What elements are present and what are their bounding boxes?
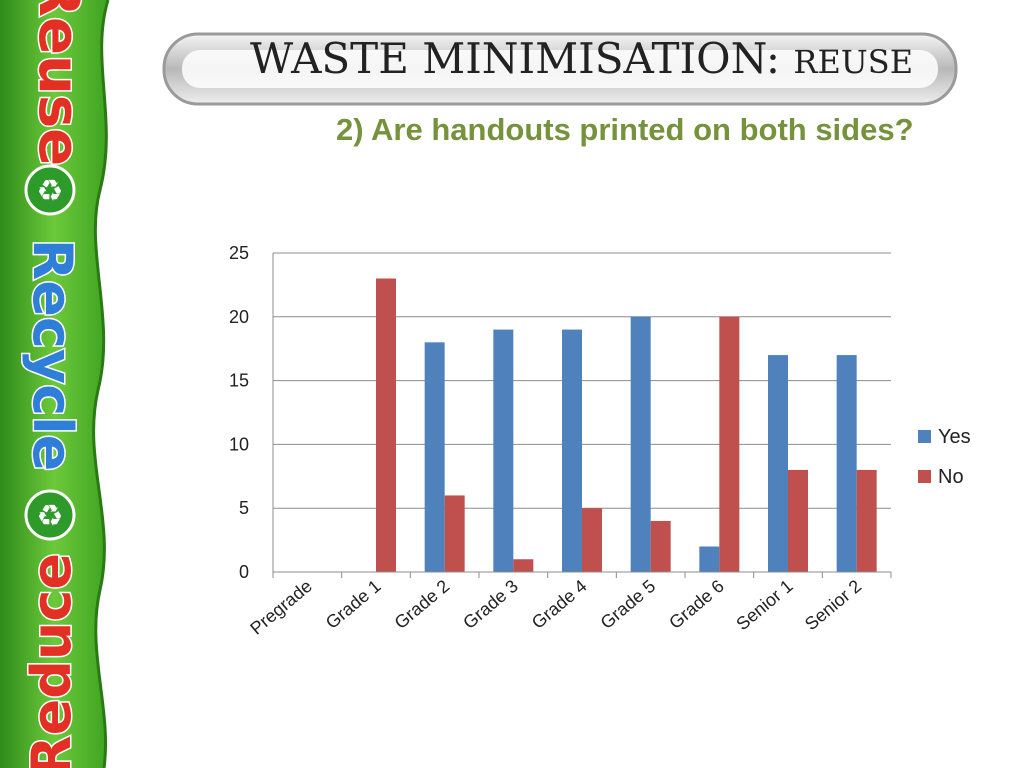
x-tick-label: Grade 6 bbox=[665, 576, 728, 633]
banner-word-recycle: Recycle bbox=[20, 237, 86, 473]
x-tick-label: Pregrade bbox=[246, 576, 316, 639]
banner-word-reduce: Reduce bbox=[19, 552, 85, 768]
bar-no bbox=[444, 495, 465, 572]
bar-yes bbox=[836, 355, 857, 572]
bar-yes bbox=[493, 329, 514, 572]
x-tick-label: Grade 1 bbox=[322, 576, 385, 633]
bar-no bbox=[856, 469, 877, 572]
legend-swatch-no bbox=[918, 470, 931, 483]
slide-subtitle: 2) Are handouts printed on both sides? bbox=[336, 112, 914, 147]
bar-no bbox=[788, 469, 808, 572]
slide-title: WASTE MINIMISATION: REUSE bbox=[250, 34, 970, 83]
legend-swatch-yes bbox=[918, 430, 931, 443]
bar-yes bbox=[562, 329, 582, 572]
slide-title-main: WASTE MINIMISATION: bbox=[250, 34, 794, 83]
bars bbox=[376, 278, 877, 572]
banner-word-reuse: Reuse bbox=[25, 0, 93, 168]
recycle-icon: ♻ bbox=[24, 164, 76, 216]
bar-yes bbox=[424, 342, 445, 572]
svg-text:♻: ♻ bbox=[37, 499, 64, 534]
x-tick-label: Grade 2 bbox=[391, 576, 454, 633]
bar-no bbox=[582, 508, 602, 572]
svg-text:Reduce: Reduce bbox=[20, 553, 83, 768]
svg-text:Reuse: Reuse bbox=[26, 0, 91, 166]
x-tick-label: Senior 1 bbox=[732, 576, 796, 634]
bar-no bbox=[650, 520, 671, 572]
legend-label-yes: Yes bbox=[938, 426, 971, 448]
slide-title-reuse: REUSE bbox=[793, 43, 914, 81]
x-tick-label: Senior 2 bbox=[801, 576, 865, 634]
y-tick-label: 10 bbox=[229, 434, 249, 454]
bar-yes bbox=[699, 546, 720, 572]
bar-no bbox=[376, 278, 396, 572]
x-tick-label: Grade 5 bbox=[597, 576, 660, 633]
y-tick-label: 20 bbox=[229, 307, 249, 327]
y-tick-label: 25 bbox=[229, 243, 249, 263]
legend: Yes No bbox=[918, 426, 971, 488]
y-tick-label: 5 bbox=[239, 498, 249, 518]
x-tick-label: Grade 3 bbox=[459, 576, 522, 633]
recycle-icon: ♻ bbox=[24, 489, 76, 541]
x-tick-label: Grade 4 bbox=[528, 576, 591, 633]
y-tick-label: 15 bbox=[229, 371, 249, 391]
title-bar bbox=[162, 32, 958, 106]
y-tick-label: 0 bbox=[239, 562, 249, 582]
bar-yes bbox=[768, 355, 788, 572]
bar-no bbox=[719, 316, 740, 572]
legend-label-no: No bbox=[938, 466, 964, 488]
bar-no bbox=[513, 559, 534, 572]
reduce-reuse-recycle-banner: Reuse ♻ Recycle ♻ Reduce bbox=[0, 0, 110, 768]
bar-yes bbox=[630, 316, 651, 572]
svg-text:Recycle: Recycle bbox=[21, 239, 84, 472]
svg-text:♻: ♻ bbox=[37, 174, 64, 209]
